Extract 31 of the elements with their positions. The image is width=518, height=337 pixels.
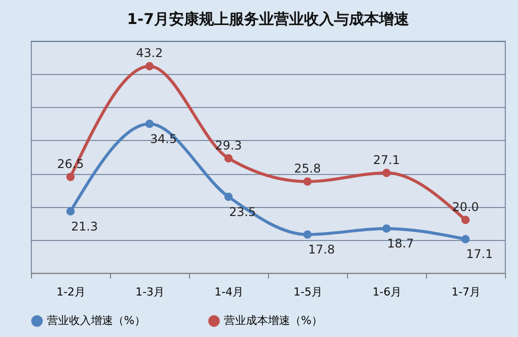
x-tick-label: 1-2月 [56,286,86,298]
point [66,172,75,182]
data-label: 27.1 [373,152,400,167]
data-label: 17.1 [466,247,493,262]
point [461,216,470,224]
point [145,62,154,70]
x-tick-label: 1-5月 [294,286,322,298]
data-label: 21.3 [71,219,98,234]
legend-label: 营业成本增速（%） [224,314,322,327]
point [145,120,154,128]
data-label: 34.5 [150,132,177,146]
x-tick-label: 1-4月 [214,286,244,298]
point [382,168,391,178]
data-label: 29.3 [215,138,242,152]
point [303,230,312,239]
data-label: 18.7 [387,236,414,251]
point [224,192,233,201]
chart-title: 1-7月安康规上服务业营业收入与成本增速 [126,10,410,28]
point [303,177,312,186]
data-label: 25.8 [294,162,321,176]
legend-label: 营业收入增速（%） [47,314,146,327]
data-label: 20.0 [452,200,479,214]
x-tick-label: 1-7月 [452,286,480,298]
data-label: 43.2 [136,46,163,60]
data-label: 17.8 [308,242,335,257]
point [461,235,470,244]
point [66,207,75,216]
x-tick-label: 1-6月 [372,286,402,298]
point [224,154,233,162]
point [382,224,391,233]
x-tick-label: 1-3月 [136,286,164,298]
